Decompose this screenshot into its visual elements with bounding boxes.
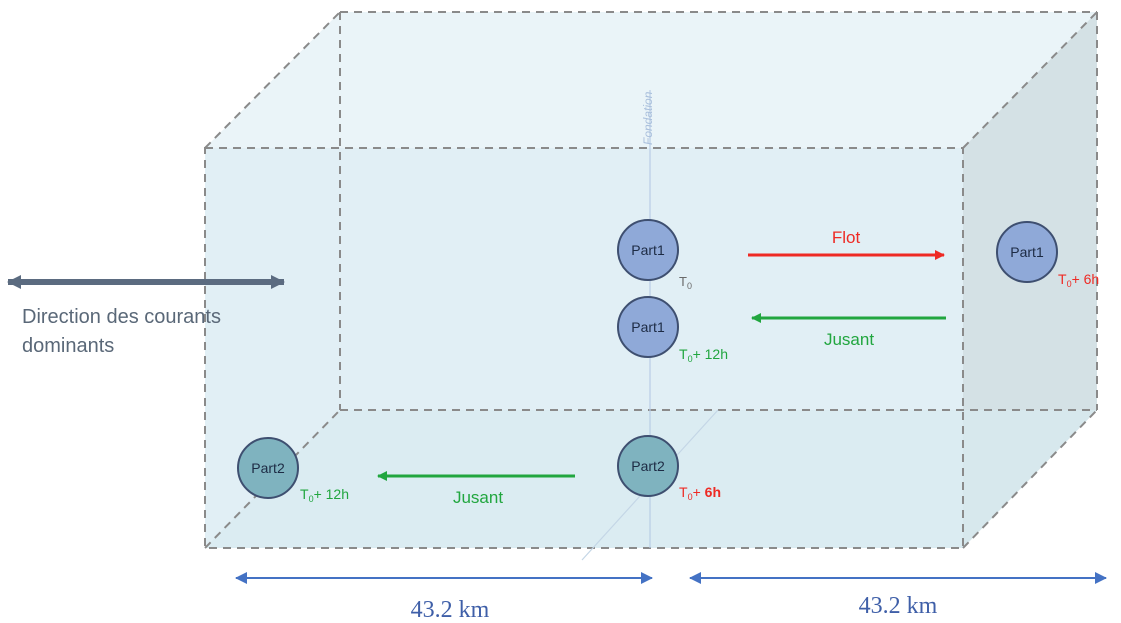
jusant-lower-label: Jusant bbox=[453, 488, 503, 507]
box-diag-bl bbox=[204, 409, 341, 549]
dimension-label-right: 43.2 km bbox=[859, 593, 938, 619]
box-top-face bbox=[205, 12, 1097, 148]
particle-part1-t0: Part1 bbox=[617, 219, 679, 281]
flot-label: Flot bbox=[832, 228, 861, 247]
particle-part1-t12: Part1 bbox=[617, 296, 679, 358]
box-diag-tr bbox=[962, 11, 1098, 149]
particle-circle bbox=[617, 435, 679, 497]
particle-circle bbox=[617, 296, 679, 358]
particle-name: Part2 bbox=[631, 458, 665, 474]
box-front-edge bbox=[204, 147, 964, 549]
particle-circle bbox=[237, 437, 299, 499]
box-diag-tl bbox=[204, 11, 341, 149]
direction-label-line2: dominants bbox=[22, 335, 114, 357]
particle-name: Part1 bbox=[631, 242, 665, 258]
time-label-t0-6h-right: T0+ 6h bbox=[1058, 271, 1099, 289]
jusant-upper-label: Jusant bbox=[824, 330, 874, 349]
particle-name: Part2 bbox=[251, 460, 285, 476]
direction-label-line1: Direction des courants bbox=[22, 306, 221, 328]
particle-circle bbox=[996, 221, 1058, 283]
dimension-label-left: 43.2 km bbox=[411, 597, 490, 623]
particle-name: Part1 bbox=[631, 319, 665, 335]
box-edges bbox=[204, 11, 1098, 549]
particle-name: Part1 bbox=[1010, 244, 1044, 260]
particle-part1-t6: Part1 bbox=[996, 221, 1058, 283]
particle-part2-t12: Part2 bbox=[237, 437, 299, 499]
particle-circle bbox=[617, 219, 679, 281]
foundation-label: Fondation bbox=[641, 91, 655, 145]
particle-part2-t6: Part2 bbox=[617, 435, 679, 497]
time-label-t0-12h-lower: T0+ 12h bbox=[300, 486, 349, 504]
time-label-t0-12h: T0+ 12h bbox=[679, 346, 728, 364]
time-label-t0-6h-lower: T0+ 6h bbox=[679, 484, 721, 502]
box-diag-br bbox=[962, 409, 1098, 549]
